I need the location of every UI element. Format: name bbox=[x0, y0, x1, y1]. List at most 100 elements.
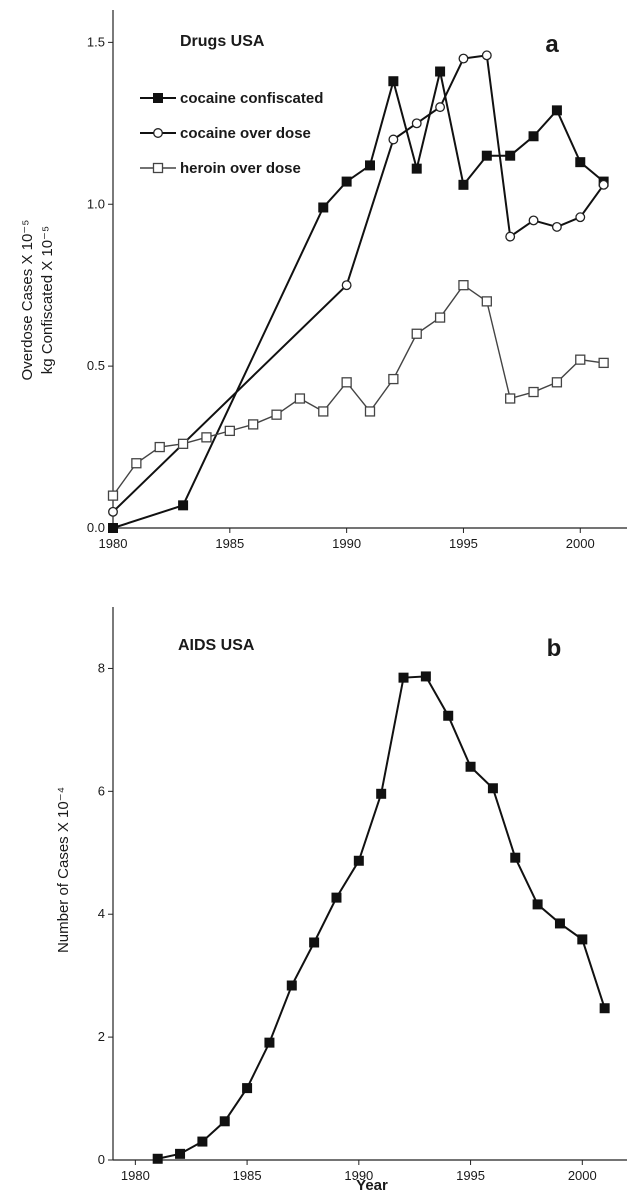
panel-b-series-1-point bbox=[420, 671, 431, 682]
panel-a-series-3-point bbox=[505, 393, 516, 404]
panel-a-x-tick-label: 1995 bbox=[449, 536, 478, 551]
legend-marker bbox=[152, 162, 164, 174]
panel-a-series-3-point bbox=[154, 441, 165, 453]
panel-a-series-3-point bbox=[434, 312, 446, 323]
legend-item-2: cocaine over dose bbox=[140, 125, 311, 142]
panel-a-series-1-point bbox=[505, 150, 516, 161]
panel-b-x-tick-label: 1990 bbox=[344, 1168, 373, 1183]
panel-a-series-1-point bbox=[575, 157, 586, 168]
panel-b-series-1-point bbox=[197, 1136, 208, 1147]
panel-b-series-1-point bbox=[599, 1003, 610, 1014]
panel-a-series-3-point bbox=[318, 406, 329, 417]
panel-b-title: AIDS USA bbox=[178, 637, 255, 654]
panel-b-series-1-point bbox=[398, 672, 409, 683]
panel-a-series-2-point bbox=[598, 179, 609, 190]
panel-b-aids-usa: 1980 1985 1990 1995 2000 0 2 4 6 8 AIDS USA b Num… bbox=[55, 607, 627, 1194]
panel-b-series-1-point bbox=[219, 1116, 230, 1127]
panel-a-series-3-point bbox=[364, 406, 376, 417]
panel-a-series-3-point bbox=[458, 280, 469, 291]
panel-a-series-1-point bbox=[178, 500, 189, 511]
panel-b-series-1-point bbox=[577, 934, 588, 945]
panel-a-series-3-point bbox=[248, 419, 259, 430]
panel-a-series-1-point bbox=[528, 131, 539, 142]
panel-b-series-1-point bbox=[286, 980, 297, 991]
panel-b-xlabel: Year bbox=[356, 1177, 388, 1194]
panel-a-series-2-point bbox=[481, 50, 492, 61]
legend-label: cocaine over dose bbox=[180, 125, 311, 142]
panel-b-series-1 bbox=[152, 671, 610, 1164]
panel-b-series-1-point bbox=[554, 918, 565, 929]
panel-a-series-1 bbox=[108, 66, 609, 533]
panel-b-x-tick-label: 1980 bbox=[121, 1168, 150, 1183]
panel-a-title: Drugs USA bbox=[180, 33, 265, 50]
panel-a-series-3-point bbox=[528, 386, 539, 398]
panel-b-series-1-point bbox=[532, 899, 543, 910]
panel-a-series-1-point bbox=[411, 163, 422, 174]
panel-a-x-tick-label: 1980 bbox=[99, 536, 128, 551]
panel-b-letter: b bbox=[547, 635, 562, 662]
legend-item-3: heroin over dose bbox=[140, 160, 301, 177]
panel-b-x-tick-label: 2000 bbox=[568, 1168, 597, 1183]
panel-a-x-tick-label: 2000 bbox=[566, 536, 595, 551]
panel-b-x-tick-label: 1985 bbox=[233, 1168, 262, 1183]
panel-a-series-3-point bbox=[294, 393, 306, 404]
panel-b-y-tick-label: 2 bbox=[98, 1029, 105, 1044]
panel-a-series-3-point bbox=[224, 425, 235, 437]
panel-a-series-3-point bbox=[107, 490, 119, 501]
panel-a-ylabel-line-1: Overdose Cases X 10⁻⁵ bbox=[19, 220, 36, 381]
panel-a-series-2-point bbox=[551, 221, 562, 232]
panel-a-y-tick-label: 0.5 bbox=[87, 358, 105, 373]
panel-b-series-1-point bbox=[175, 1148, 186, 1159]
panel-a-x-tick-label: 1990 bbox=[332, 536, 361, 551]
panel-a-series-1-point bbox=[388, 76, 399, 87]
panel-b-series-1-point bbox=[487, 783, 498, 794]
panel-a-series-2-point bbox=[458, 53, 469, 64]
panel-a-letter: a bbox=[545, 31, 559, 58]
panel-a-series-3 bbox=[107, 280, 609, 501]
panel-b-plot-area: 1980 1985 1990 1995 2000 0 2 4 6 8 bbox=[98, 607, 627, 1183]
panel-b-y-tick-label: 8 bbox=[98, 660, 105, 675]
panel-a-series-3-point bbox=[341, 377, 352, 388]
panel-a-series-3-point bbox=[131, 458, 142, 469]
panel-a-series-3-point bbox=[551, 377, 563, 388]
panel-a-series-3-point bbox=[177, 438, 189, 449]
panel-a-series-2-point bbox=[341, 280, 352, 291]
panel-a-y-tick-label: 1.5 bbox=[87, 34, 105, 49]
panel-a-y-tick-label: 1.0 bbox=[87, 196, 105, 211]
legend-item-1: cocaine confiscated bbox=[140, 90, 323, 107]
panel-b-ylabel: Number of Cases X 10⁻⁴ bbox=[55, 787, 72, 953]
panel-a-series-1-point bbox=[551, 105, 562, 116]
panel-a-ylabel-line-2: kg Confiscated X 10⁻⁵ bbox=[39, 226, 56, 374]
panel-b-series-1-line bbox=[157, 675, 606, 1160]
panel-a-plot-area: 1980 1985 1990 1995 2000 0.0 0.5 1.0 1.5 bbox=[87, 10, 627, 551]
legend-label: cocaine confiscated bbox=[180, 90, 323, 107]
panel-b-y-tick-label: 0 bbox=[98, 1152, 105, 1167]
panel-a-series-1-point bbox=[341, 176, 352, 187]
panel-a-series-3-point bbox=[411, 328, 422, 339]
panel-b-series-1-point bbox=[152, 1153, 163, 1164]
panel-a-x-tick-label: 1985 bbox=[215, 536, 244, 551]
panel-a-series-2-point bbox=[528, 215, 539, 226]
panel-b-x-tick-label: 1995 bbox=[456, 1168, 485, 1183]
panel-a-series-2-point bbox=[411, 118, 422, 129]
panel-b-series-1-point bbox=[264, 1037, 275, 1048]
panel-a-series-2 bbox=[108, 50, 609, 517]
panel-a-y-tick-label: 0.0 bbox=[87, 520, 105, 535]
panel-a-series-3-point bbox=[575, 354, 586, 365]
panel-a-series-3-point bbox=[481, 296, 492, 307]
panel-a-series-1-point bbox=[458, 179, 469, 190]
panel-a-series-1-point bbox=[108, 523, 118, 533]
panel-a-series-1-point bbox=[365, 160, 375, 171]
panel-a-series-3-point bbox=[598, 357, 609, 369]
legend-label: heroin over dose bbox=[180, 160, 301, 177]
panel-b-series-1-point bbox=[353, 855, 364, 866]
panel-a-series-2-point bbox=[505, 231, 516, 242]
panel-a-series-3-point bbox=[271, 409, 282, 420]
legend-marker bbox=[153, 128, 163, 138]
panel-b-series-1-point bbox=[510, 852, 521, 863]
panel-a-series-2-point bbox=[435, 102, 446, 113]
panel-a-series-3-line bbox=[112, 284, 604, 497]
panel-a-series-1-point bbox=[481, 150, 492, 161]
panel-a-legend: cocaine confiscated cocaine over dose hero… bbox=[140, 90, 323, 177]
